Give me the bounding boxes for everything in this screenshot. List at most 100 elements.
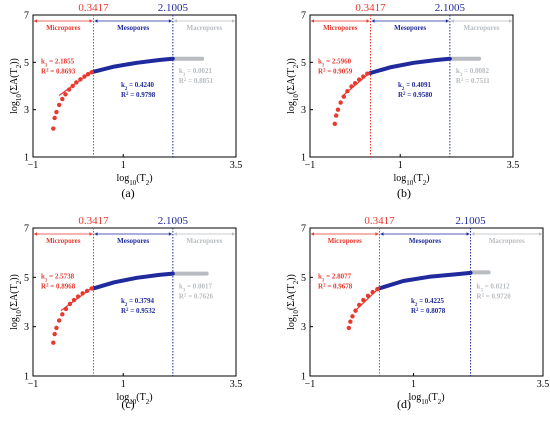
panel-caption: (b)	[397, 186, 411, 200]
macropore-k-label: k3 = 0.0021	[179, 67, 213, 78]
micropore-point	[335, 107, 341, 112]
y-tick-label: 5	[24, 58, 29, 69]
zone-arrowhead	[371, 19, 375, 23]
micropore-point	[375, 286, 380, 292]
threshold-label: 0.3417	[364, 215, 395, 227]
threshold-label: 2.1005	[435, 2, 466, 14]
y-tick-label: 3	[24, 105, 29, 116]
micropore-r2-label: R2 = 0.9059	[318, 68, 353, 76]
micropore-r2-label: R2 = 0.8693	[41, 68, 76, 76]
micropore-point	[78, 77, 83, 82]
zone-arrowhead	[450, 19, 454, 23]
mesopore-r2-label: R2 = 0.9532	[121, 307, 156, 315]
panel-caption: (d)	[397, 397, 411, 411]
zone-label: Micropores	[323, 24, 358, 32]
micropore-point	[63, 306, 69, 312]
mesopore-series	[91, 271, 175, 291]
zone-arrowhead	[311, 232, 314, 236]
x-axis-label: log10(T2)	[116, 173, 152, 187]
plot-frame	[309, 14, 514, 158]
micropore-point	[361, 74, 366, 79]
x-tick-label: 1	[398, 160, 403, 171]
micropore-point	[75, 294, 81, 299]
micropore-point	[70, 83, 75, 89]
micropore-point	[63, 92, 68, 97]
micropore-point	[54, 325, 59, 331]
micropore-point	[333, 113, 339, 118]
micropore-point	[89, 70, 94, 75]
micropore-point	[356, 77, 362, 82]
y-tick-label: 1	[301, 153, 306, 164]
zone-arrowhead	[168, 232, 172, 236]
micropore-point	[56, 318, 62, 323]
zone-arrowhead	[471, 232, 475, 236]
zone-arrowhead	[366, 19, 370, 23]
y-tick-label: 7	[24, 224, 29, 235]
mesopore-k-label: k2 = 0.4240	[121, 81, 155, 92]
x-tick-label: 1	[411, 379, 416, 390]
zone-arrowhead	[173, 232, 177, 236]
x-tick-label: −1	[305, 160, 316, 171]
y-tick-label: 7	[301, 11, 306, 22]
micropore-point	[350, 314, 355, 319]
x-axis-label: log10(T2)	[393, 173, 429, 187]
micropore-point	[89, 286, 94, 291]
micropore-point	[348, 319, 353, 324]
zone-arrowhead	[34, 19, 37, 23]
x-axis-label: log10(T2)	[408, 392, 444, 406]
micropore-point	[67, 301, 73, 307]
zone-label: Micropores	[46, 24, 81, 32]
y-tick-label: 1	[24, 372, 29, 383]
micropore-point	[51, 340, 56, 345]
micropore-point	[84, 288, 90, 294]
micropore-k-label: k1 = 2.1855	[41, 58, 75, 68]
zone-arrowhead	[232, 19, 235, 23]
macropore-r2-label: R2 = 0.7511	[456, 77, 490, 85]
micropore-point	[82, 74, 87, 79]
micropore-point	[56, 102, 62, 108]
panel-caption: (a)	[121, 186, 134, 200]
micropore-point	[54, 109, 59, 115]
micropore-k-label: k1 = 2.5738	[41, 273, 75, 284]
micropore-point	[349, 84, 354, 89]
micropore-point	[60, 312, 65, 317]
x-tick-label: 3.5	[507, 160, 520, 171]
panel-caption: (c)	[121, 397, 134, 411]
micropore-point	[52, 331, 57, 337]
micropore-point	[346, 325, 352, 331]
threshold-label: 2.1005	[158, 2, 189, 14]
zone-arrowhead	[466, 232, 470, 236]
zone-label: Mesopores	[117, 24, 149, 32]
micropore-point	[74, 80, 79, 85]
y-tick-label: 1	[301, 372, 306, 383]
zone-arrowhead	[89, 232, 93, 236]
zone-label: Macropores	[186, 24, 222, 32]
zone-label: Micropores	[46, 237, 81, 245]
zone-label: Macropores	[463, 24, 499, 32]
y-tick-label: 5	[24, 273, 29, 284]
zone-arrowhead	[168, 19, 172, 23]
zone-arrowhead	[232, 232, 235, 236]
mesopore-series	[368, 56, 452, 75]
x-tick-label: 1	[121, 160, 126, 171]
threshold-label: 0.3417	[355, 2, 386, 14]
y-tick-label: 7	[301, 224, 306, 235]
x-tick-label: −1	[28, 160, 39, 171]
zone-arrowhead	[445, 19, 449, 23]
micropore-point	[52, 115, 57, 121]
y-axis-label: log10(ΣA(T2))	[286, 58, 300, 114]
mesopore-series	[377, 270, 473, 291]
zone-arrowhead	[311, 19, 314, 23]
micropore-r2-label: R2 = 0.9678	[318, 283, 353, 291]
plot-frame	[32, 227, 237, 377]
zone-arrowhead	[34, 232, 37, 236]
micropore-k-label: k1 = 2.5960	[318, 58, 352, 68]
y-tick-label: 5	[301, 58, 306, 69]
micropore-point	[365, 293, 371, 299]
zone-arrowhead	[94, 19, 98, 23]
